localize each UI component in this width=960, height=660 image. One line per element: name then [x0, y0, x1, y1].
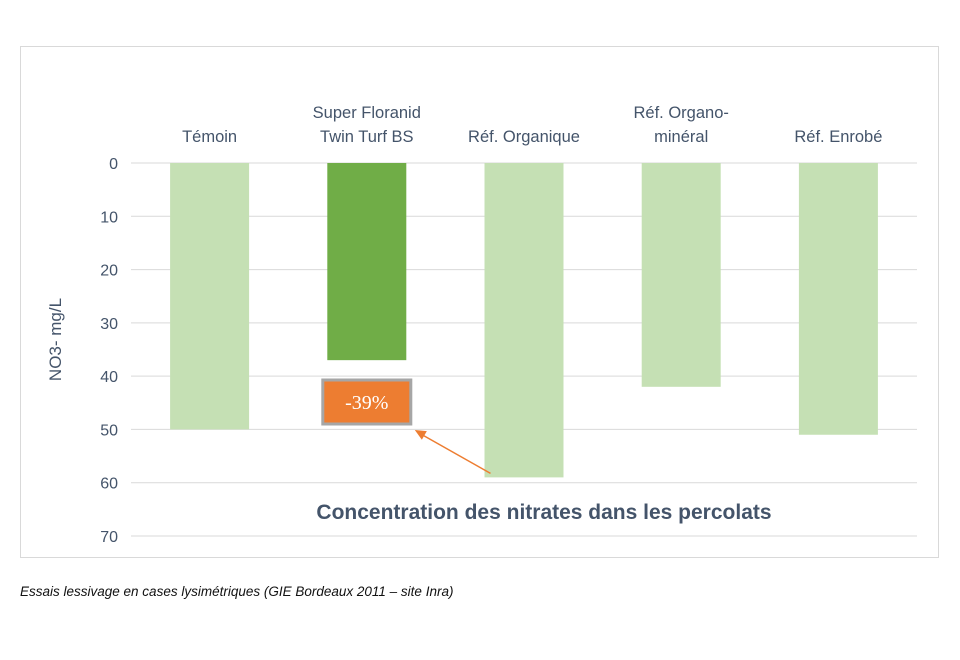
- category-label: Réf. Organique: [468, 128, 580, 146]
- bar: [641, 163, 721, 387]
- annotation-box: [321, 378, 413, 426]
- y-tick-label: 40: [100, 369, 118, 386]
- y-tick-labels: 0 10 20 30 40 50 60 70: [100, 156, 118, 546]
- category-label: Réf. Organo-minéral: [634, 104, 729, 146]
- annotation-arrowhead: [414, 430, 427, 440]
- bar: [484, 163, 564, 478]
- figure-caption: Essais lessivage en cases lysimétriques …: [20, 584, 454, 599]
- y-axis-label: NO3- mg/L: [46, 298, 65, 381]
- bar: [170, 163, 250, 430]
- chart-frame: 0 10 20 30 40 50 60 70 Témoin Super Floranid Twin…: [20, 46, 939, 558]
- category-labels: Témoin Super Floranid Twin Turf BS Réf. Org…: [182, 104, 882, 146]
- y-tick-label: 10: [100, 209, 118, 226]
- bar: [798, 163, 878, 435]
- bars: [170, 163, 878, 478]
- nitrate-bar-chart: 0 10 20 30 40 50 60 70 Témoin Super Floranid Twin…: [46, 104, 917, 546]
- reduction-annotation: -39%: [321, 378, 491, 475]
- category-label: Réf. Enrobé: [794, 128, 882, 146]
- annotation-arrow: [420, 433, 491, 475]
- annotation-label: -39%: [345, 392, 388, 414]
- y-tick-label: 50: [100, 422, 118, 439]
- y-tick-label: 60: [100, 476, 118, 493]
- chart-title: Concentration des nitrates dans les perc…: [316, 501, 771, 524]
- y-tick-label: 0: [109, 156, 118, 173]
- y-tick-label: 30: [100, 316, 118, 333]
- y-tick-label: 70: [100, 529, 118, 546]
- category-label: Témoin: [182, 128, 237, 146]
- category-label: Super Floranid Twin Turf BS: [313, 104, 421, 146]
- y-tick-label: 20: [100, 263, 118, 280]
- bar: [327, 163, 407, 361]
